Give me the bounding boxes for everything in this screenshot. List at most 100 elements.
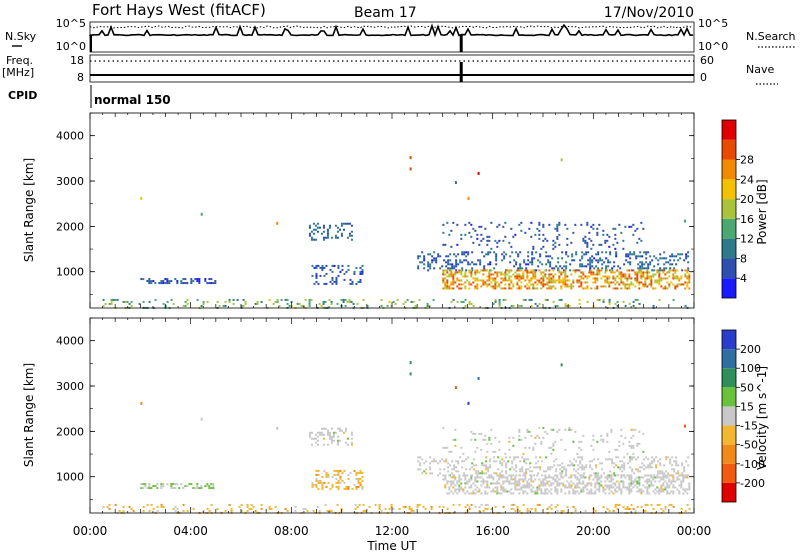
scatter-cell [542, 484, 545, 487]
scatter-cell [585, 253, 588, 256]
scatter-cell [569, 263, 572, 266]
scatter-cell [142, 487, 145, 490]
scatter-cell [584, 239, 587, 242]
scatter-cell [460, 287, 463, 290]
scatter-cell [642, 227, 645, 230]
scatter-cell [662, 482, 665, 485]
scatter-cell [496, 281, 499, 284]
scatter-cell [322, 300, 325, 303]
scatter-cell [642, 450, 645, 453]
scatter-cell [454, 281, 457, 284]
scatter-cell [476, 446, 479, 449]
scatter-cell [654, 492, 657, 495]
scatter-cell [509, 456, 512, 459]
scatter-cell [622, 273, 625, 276]
scatter-cell [590, 474, 593, 477]
scatter-cell [335, 278, 338, 281]
scatter-cell [350, 441, 353, 444]
scatter-cell [522, 478, 525, 481]
scatter-cell [636, 505, 639, 508]
scatter-cell [517, 253, 520, 256]
scatter-cell [667, 456, 670, 459]
scatter-cell [580, 281, 583, 284]
scatter-cell [587, 259, 590, 262]
scatter-cell [340, 298, 343, 301]
scatter-cell [506, 490, 509, 493]
scatter-cell [540, 273, 543, 276]
scatter-cell [685, 460, 688, 463]
scatter-cell [328, 433, 331, 436]
scatter-cell [638, 480, 641, 483]
scatter-cell [323, 282, 326, 285]
scatter-cell [658, 490, 661, 493]
scatter-cell [486, 285, 489, 288]
scatter-cell [658, 283, 661, 286]
scatter-cell [604, 492, 607, 495]
scatter-cell [474, 269, 477, 272]
scatter-cell [483, 265, 486, 268]
scatter-cell [160, 485, 163, 488]
scatter-cell [478, 271, 481, 274]
scatter-cell [620, 490, 623, 493]
scatter-cell [498, 448, 501, 451]
scatter-cell [521, 456, 524, 459]
scatter-cell [530, 474, 533, 477]
scatter-cell [558, 277, 561, 280]
scatter-cell [577, 472, 580, 475]
scatter-cell [518, 279, 521, 282]
scatter-cell [315, 479, 318, 482]
scatter-cell [516, 480, 519, 483]
scatter-cell [204, 280, 207, 283]
scatter-cell [485, 456, 488, 459]
scatter-cell [542, 239, 545, 242]
scatter-cell [538, 484, 541, 487]
scatter-cell [242, 304, 245, 307]
scatter-cell [311, 485, 314, 488]
scatter-cell [430, 505, 433, 508]
scatter-cell [554, 279, 557, 282]
scatter-cell [556, 229, 559, 232]
scatter-cell [640, 476, 643, 479]
scatter-cell [604, 488, 607, 491]
scatter-cell [574, 509, 577, 512]
scatter-cell [676, 476, 679, 479]
scatter-cell [571, 464, 574, 467]
scatter-cell [172, 483, 175, 486]
scatter-cell [330, 441, 333, 444]
scatter-cell [347, 485, 350, 488]
scatter-cell [620, 434, 623, 437]
scatter-cell [346, 443, 349, 446]
scatter-cell [357, 280, 360, 283]
scatter-cell [498, 300, 501, 303]
scatter-cell [146, 503, 149, 506]
scatter-cell [525, 472, 528, 475]
scatter-cell [460, 233, 463, 236]
scatter-cell [669, 458, 672, 461]
colorbar-swatch [722, 139, 736, 160]
scatter-cell [657, 460, 660, 463]
scatter-cell [454, 476, 457, 479]
scatter-cell [622, 300, 625, 303]
scatter-cell [512, 482, 515, 485]
scatter-cell [480, 225, 483, 228]
scatter-cell [686, 281, 689, 284]
scatter-cell [457, 460, 460, 463]
x-tick-label: 08:00 [274, 524, 309, 538]
scatter-cell [256, 300, 259, 303]
scatter-cell [677, 253, 680, 256]
scatter-cell [471, 251, 474, 254]
scatter-cell [626, 507, 629, 510]
scatter-cell [556, 227, 559, 230]
scatter-cell [638, 287, 641, 290]
scatter-cell [496, 275, 499, 278]
scatter-cell [650, 480, 653, 483]
scatter-cell [588, 237, 591, 240]
scatter-cell [492, 490, 495, 493]
scatter-cell [572, 492, 575, 495]
scatter-cell [562, 482, 565, 485]
scatter-cell [645, 456, 648, 459]
scatter-cell [556, 509, 559, 512]
scatter-cell [499, 474, 502, 477]
scatter-cell [672, 480, 675, 483]
